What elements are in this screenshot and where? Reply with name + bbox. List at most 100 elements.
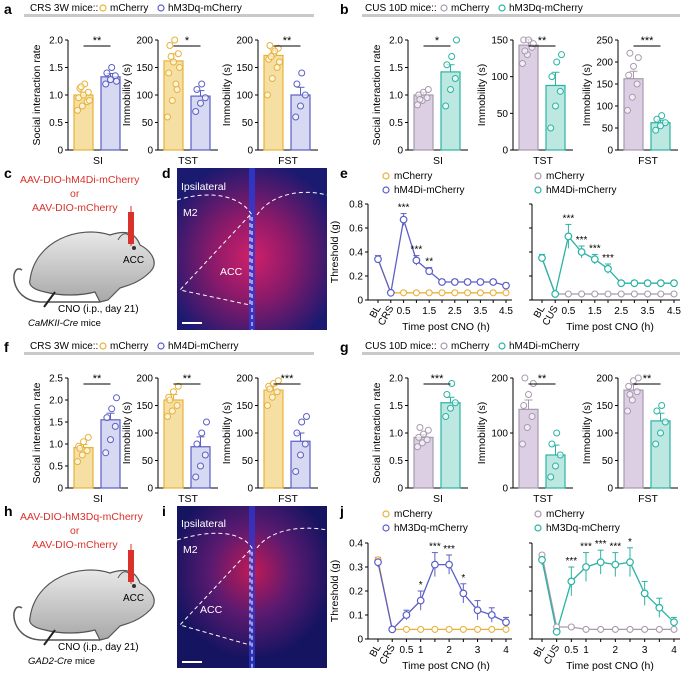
syringe — [43, 291, 56, 308]
data-point — [301, 91, 309, 99]
data-point-mcherry — [582, 625, 590, 633]
data-point — [198, 80, 206, 88]
y-tick-label: 2.5 — [49, 374, 63, 385]
y-tick-label: 0.5 — [49, 462, 63, 473]
data-point — [201, 451, 209, 459]
y-tick-label: 0 — [502, 484, 508, 495]
y-tick-label: 150 — [596, 401, 613, 412]
y-tick-label: 100 — [491, 72, 508, 83]
bar-dreadd — [545, 454, 566, 489]
data-point — [174, 50, 182, 58]
bar-mcherry — [518, 408, 539, 489]
data-point — [192, 108, 200, 115]
data-point-dreadd — [412, 256, 421, 265]
legend-mcherry: mCherry — [451, 3, 489, 14]
y-tick-label: 0.2 — [349, 587, 363, 598]
data-point — [176, 64, 183, 71]
data-point — [74, 458, 81, 466]
data-point-dreadd — [374, 255, 382, 264]
significance-stars: *** — [602, 253, 614, 264]
y-tick-label: 100 — [136, 429, 153, 440]
y-tick-label: 1.5 — [389, 63, 403, 74]
y-tick-label: 2.0 — [389, 374, 403, 385]
data-point — [192, 473, 200, 481]
x-tick-label: 4 — [503, 645, 509, 656]
bar-dreadd — [100, 76, 121, 151]
data-point-dreadd — [430, 560, 439, 569]
data-point-dreadd — [626, 558, 634, 567]
data-point — [111, 72, 119, 80]
data-point — [268, 75, 276, 82]
y-axis-label: Social interaction rate — [371, 382, 383, 483]
legend-mcherry: mCherry — [394, 509, 432, 520]
data-point — [83, 447, 91, 455]
data-point-mcherry — [657, 290, 665, 298]
data-point-dreadd — [386, 288, 395, 297]
significance-stars: *** — [641, 35, 655, 47]
data-point-dreadd — [502, 281, 510, 290]
y-tick-label: 150 — [136, 401, 153, 412]
mouse-genotype: GAD2-Cre mice — [28, 656, 95, 667]
x-tick-label: 3.5 — [473, 306, 487, 317]
data-point — [447, 86, 454, 93]
data-point-dreadd — [473, 606, 482, 615]
x-tick-label: 0.5 — [561, 306, 575, 317]
data-point — [293, 80, 301, 88]
data-point — [633, 388, 641, 396]
panel-letter-e: e — [340, 165, 348, 181]
data-point — [203, 418, 210, 426]
data-point-dreadd — [425, 267, 434, 276]
legend-mcherry-marker — [99, 4, 107, 12]
data-point — [442, 102, 450, 110]
x-tick-label: 0.5 — [397, 306, 411, 317]
legend-mcherry: mCherry — [451, 341, 489, 352]
data-point — [102, 80, 110, 88]
data-point — [193, 440, 201, 448]
y-tick-label: 200 — [136, 374, 153, 385]
data-point — [447, 404, 454, 412]
data-point — [653, 115, 661, 123]
data-point — [529, 40, 537, 48]
genotype-suffix: mice — [72, 656, 95, 667]
x-tick-label: BL — [368, 643, 384, 659]
data-point — [111, 422, 119, 430]
mouse-body — [29, 569, 155, 641]
significance-stars: *** — [431, 373, 445, 385]
virus-label-1: AAV-DIO-hM4Di-mCherry — [20, 174, 140, 186]
data-point — [168, 97, 176, 104]
x-tick-label: 1.5 — [588, 306, 602, 317]
data-point-mcherry — [502, 289, 510, 297]
data-point-dreadd — [604, 264, 612, 273]
chart-a-fst: 0 50 100 150 200 Immobility (s) FST ** — [221, 35, 318, 167]
y-tick-label: 0 — [247, 146, 253, 157]
data-point-mcherry — [630, 290, 638, 298]
data-point — [197, 462, 204, 470]
legend-mcherry-marker — [534, 510, 542, 518]
header-bar — [362, 352, 680, 355]
data-point — [303, 413, 310, 420]
x-tick-label: 1.5 — [422, 306, 436, 317]
data-point — [84, 433, 92, 441]
y-tick-label: 250 — [596, 36, 613, 47]
y-axis-label: Social interaction rate — [31, 382, 43, 483]
panel-g-title: CUS 10D mice:: — [365, 341, 437, 352]
data-point-dreadd — [567, 577, 576, 586]
data-point — [171, 36, 179, 44]
data-point — [292, 113, 300, 121]
data-point — [170, 388, 177, 396]
significance-stars: *** — [429, 542, 441, 553]
mouse-body — [29, 231, 155, 303]
y-axis-label: Immobility (s) — [581, 402, 593, 464]
x-tick-label: CUS — [542, 643, 562, 667]
legend-mcherry-marker — [382, 172, 390, 180]
data-point — [525, 36, 532, 44]
data-point — [78, 451, 86, 459]
significance-stars: *** — [281, 373, 295, 385]
bar-dreadd — [290, 440, 311, 489]
series-line-mcherry — [541, 554, 674, 631]
data-point-mcherry — [400, 289, 408, 297]
virus-label-2: AAV-DIO-mCherry — [32, 539, 118, 551]
data-point — [556, 451, 564, 459]
series-line-dreadd — [377, 562, 507, 631]
significance-stars: *** — [443, 544, 455, 555]
